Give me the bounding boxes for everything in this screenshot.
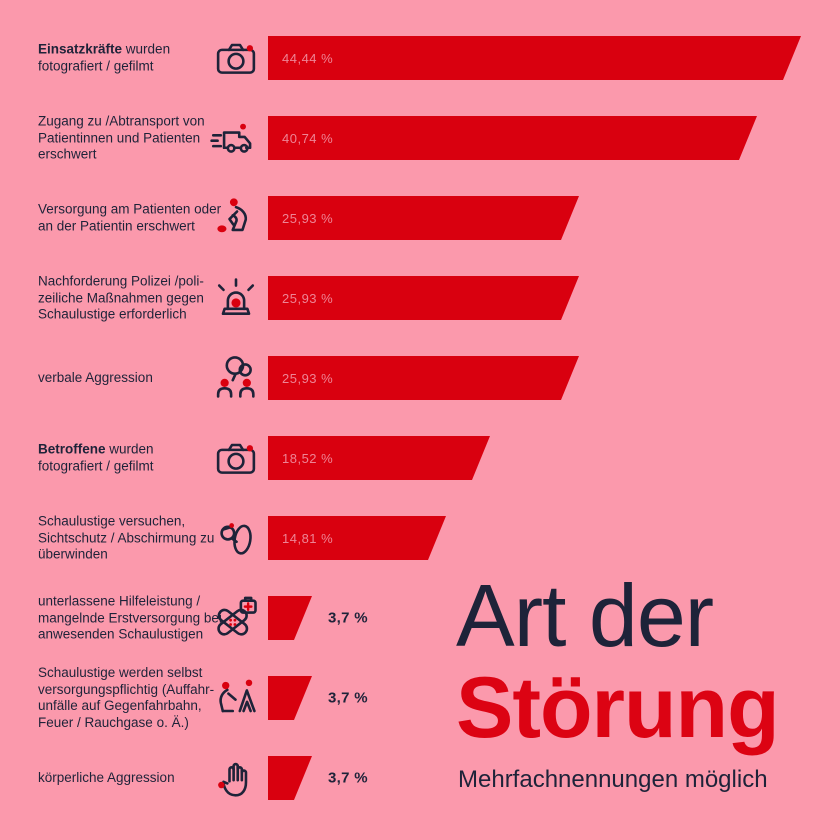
- chart-row: Schaulustige versuchen, Sichtschutz / Abs…: [0, 513, 840, 562]
- chart-row: verbale Aggression 25,93 %: [0, 356, 840, 400]
- bar: 40,74 %: [268, 116, 757, 160]
- value-label: 3,7 %: [328, 769, 368, 787]
- bar: [268, 756, 312, 800]
- chart-row: Einsatzkräfte wurden fotografiert / gefil…: [0, 36, 840, 80]
- cpr-icon: [204, 190, 268, 246]
- bar: 18,52 %: [268, 436, 490, 480]
- category-label: Betroffene wurden fotografiert / gefilmt: [38, 441, 154, 474]
- camera-icon: [204, 430, 268, 486]
- bar: 14,81 %: [268, 516, 446, 560]
- value-label: 18,52 %: [282, 450, 334, 466]
- value-label: 44,44 %: [282, 50, 334, 66]
- category-label: Versorgung am Patienten oder an der Patie…: [38, 201, 222, 234]
- conversation-icon: [204, 350, 268, 406]
- chart-row: 3,7 % körperliche Aggression: [0, 756, 840, 800]
- chart-row: 3,7 % Schaulustige werden selbst versorgun…: [0, 665, 840, 730]
- value-label: 14,81 %: [282, 530, 334, 546]
- camera-icon: [204, 30, 268, 86]
- chart-row: Betroffene wurden fotografiert / gefilmt 1…: [0, 436, 840, 480]
- bar: 44,44 %: [268, 36, 801, 80]
- hand-icon: [204, 750, 268, 806]
- shield-blanket-icon: [204, 510, 268, 566]
- chart-row: Nachforderung Polizei /poli-zeiliche Maß…: [0, 273, 840, 322]
- value-label: 25,93 %: [282, 210, 334, 226]
- chart-title-line2: Störung: [456, 660, 780, 756]
- bar: [268, 676, 312, 720]
- bandage-icon: [204, 590, 268, 646]
- bar: [268, 596, 312, 640]
- category-label: verbale Aggression: [38, 369, 153, 385]
- category-label: Zugang zu /Abtransport von Patientinnen u…: [38, 113, 205, 162]
- bar: 25,93 %: [268, 276, 579, 320]
- value-label: 25,93 %: [282, 370, 334, 386]
- chart-row: Versorgung am Patienten oder an der Patie…: [0, 196, 840, 240]
- bar: 25,93 %: [268, 356, 579, 400]
- value-label: 3,7 %: [328, 609, 368, 627]
- category-label: Schaulustige werden selbst versorgungspfl…: [38, 665, 215, 730]
- siren-icon: [204, 270, 268, 326]
- bar: 25,93 %: [268, 196, 579, 240]
- value-label: 25,93 %: [282, 290, 334, 306]
- ambulance-icon: [204, 110, 268, 166]
- chart-row: Zugang zu /Abtransport von Patientinnen u…: [0, 113, 840, 162]
- chart-title-line1: Art der: [456, 566, 714, 665]
- endangered-bystander-icon: [204, 670, 268, 726]
- value-label: 40,74 %: [282, 130, 334, 146]
- category-label: Nachforderung Polizei /poli-zeiliche Maß…: [38, 273, 204, 322]
- category-label: körperliche Aggression: [38, 769, 175, 785]
- chart-row: 3,7 % unterlassene Hilfeleistung / mangeln…: [0, 593, 840, 642]
- category-label: Einsatzkräfte wurden fotografiert / gefil…: [38, 41, 171, 74]
- value-label: 3,7 %: [328, 689, 368, 707]
- category-label: unterlassene Hilfeleistung / mangelnde Er…: [38, 593, 222, 642]
- category-label: Schaulustige versuchen, Sichtschutz / Abs…: [38, 513, 215, 562]
- chart-subtitle: Mehrfachnennungen möglich: [458, 766, 768, 793]
